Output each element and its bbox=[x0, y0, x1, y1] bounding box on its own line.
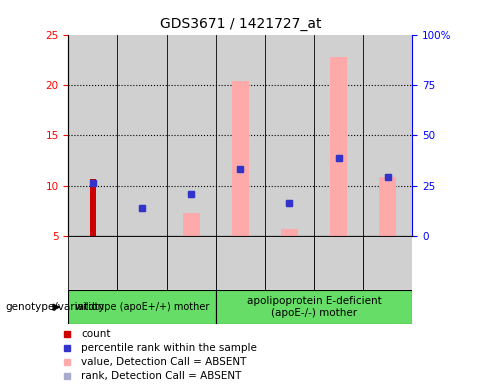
Text: rank, Detection Call = ABSENT: rank, Detection Call = ABSENT bbox=[81, 371, 242, 381]
FancyBboxPatch shape bbox=[363, 236, 412, 290]
Text: genotype/variation: genotype/variation bbox=[5, 302, 104, 312]
FancyBboxPatch shape bbox=[216, 290, 412, 324]
Bar bbox=[166, 35, 216, 236]
Bar bbox=[90, 179, 96, 236]
FancyBboxPatch shape bbox=[265, 236, 314, 290]
Bar bbox=[363, 35, 412, 236]
Bar bbox=[330, 57, 347, 236]
Text: value, Detection Call = ABSENT: value, Detection Call = ABSENT bbox=[81, 357, 247, 367]
Text: percentile rank within the sample: percentile rank within the sample bbox=[81, 343, 257, 353]
Text: apolipoprotein E-deficient
(apoE-/-) mother: apolipoprotein E-deficient (apoE-/-) mot… bbox=[247, 296, 382, 318]
Bar bbox=[281, 229, 298, 236]
Bar bbox=[379, 177, 396, 236]
Bar bbox=[265, 35, 314, 236]
Bar bbox=[232, 81, 249, 236]
Bar bbox=[118, 35, 166, 236]
Text: count: count bbox=[81, 329, 111, 339]
FancyBboxPatch shape bbox=[68, 236, 118, 290]
FancyBboxPatch shape bbox=[118, 236, 166, 290]
FancyBboxPatch shape bbox=[216, 236, 265, 290]
Title: GDS3671 / 1421727_at: GDS3671 / 1421727_at bbox=[160, 17, 321, 31]
Bar bbox=[216, 35, 265, 236]
Text: wildtype (apoE+/+) mother: wildtype (apoE+/+) mother bbox=[75, 302, 209, 312]
Bar bbox=[183, 213, 200, 236]
FancyBboxPatch shape bbox=[314, 236, 363, 290]
FancyBboxPatch shape bbox=[68, 290, 216, 324]
Bar bbox=[68, 35, 118, 236]
Bar bbox=[314, 35, 363, 236]
FancyBboxPatch shape bbox=[166, 236, 216, 290]
